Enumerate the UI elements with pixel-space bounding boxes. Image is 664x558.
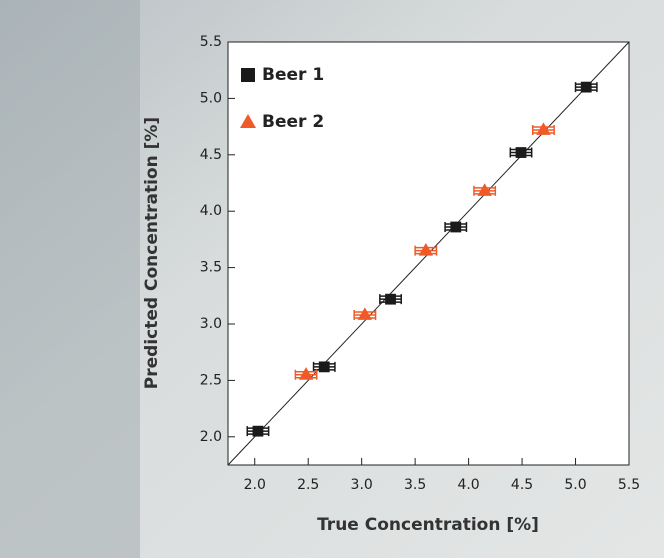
y-axis-label: Predicted Concentration [%] (142, 117, 162, 389)
y-tick-label: 3.0 (200, 316, 222, 332)
x-tick-label: 2.5 (297, 477, 319, 493)
y-tick-label: 2.5 (200, 372, 222, 388)
point (477, 183, 492, 196)
x-tick-label: 2.0 (244, 477, 266, 493)
y-tick-label: 4.5 (200, 147, 222, 163)
x-tick-label: 5.5 (618, 477, 640, 493)
x-tick-label: 3.0 (351, 477, 373, 493)
point (357, 307, 373, 320)
point (252, 425, 264, 437)
y-tick-label: 5.0 (200, 90, 222, 106)
x-axis-label: True Concentration [%] (317, 515, 539, 535)
y-tick-label: 3.5 (200, 260, 222, 276)
point (580, 81, 592, 93)
y-tick-label: 5.5 (200, 34, 222, 50)
point (385, 293, 396, 305)
x-tick-label: 5.0 (564, 477, 586, 493)
point (318, 361, 330, 373)
legend-label: Beer 1 (262, 65, 324, 85)
point (536, 122, 551, 135)
x-tick-label: 4.5 (511, 477, 533, 493)
legend-marker (240, 114, 256, 128)
y-tick-label: 2.0 (200, 429, 222, 445)
x-tick-label: 4.0 (457, 477, 479, 493)
point (450, 221, 462, 233)
point (298, 367, 314, 380)
legend-label: Beer 2 (262, 112, 324, 132)
point (515, 147, 527, 158)
legend-marker (241, 68, 255, 82)
x-tick-label: 3.5 (404, 477, 426, 493)
point (418, 243, 434, 256)
photo-shade (0, 0, 140, 558)
y-tick-label: 4.0 (200, 203, 222, 219)
